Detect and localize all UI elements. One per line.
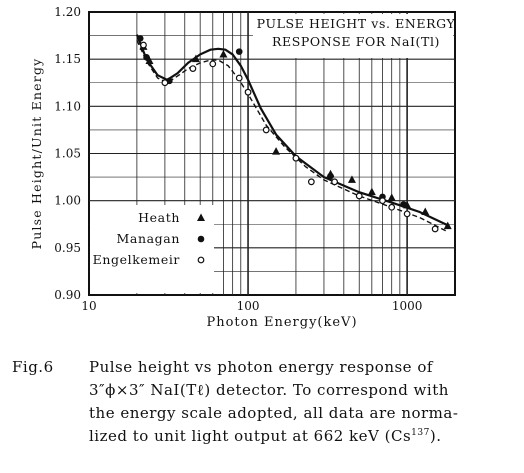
caption-text-4: lized to unit light output at 662 keV (C… [89, 427, 412, 445]
x-axis-label: Photon Energy(keV) [206, 315, 357, 330]
data-point [403, 210, 411, 218]
data-point [307, 178, 315, 186]
legend: Heath Managan Engelkemeir [90, 205, 214, 293]
chart-title-line: RESPONSE FOR NaI(Tl) [272, 34, 440, 49]
chart-title-line: PULSE HEIGHT vs. ENERGY [257, 16, 456, 31]
data-point [327, 172, 334, 180]
data-point [140, 41, 147, 49]
chart-title: PULSE HEIGHT vs. ENERGY RESPONSE FOR NaI(… [253, 14, 455, 58]
legend-marker [197, 213, 205, 221]
figure-caption: Fig.6 Pulse height vs photon energy respo… [12, 356, 517, 448]
data-point [431, 225, 439, 233]
data-point [355, 192, 363, 200]
data-point [387, 193, 396, 201]
data-point [235, 48, 243, 55]
data-point [272, 147, 281, 155]
data-point [331, 178, 338, 186]
data-point [400, 201, 407, 208]
data-point [262, 126, 270, 134]
data-point [244, 88, 252, 96]
data-point [379, 197, 386, 205]
series-engelkemeir [140, 41, 439, 233]
caption-line-4: lized to unit light output at 662 keV (C… [12, 425, 517, 448]
data-point [189, 65, 197, 72]
caption-text-4-end: ). [429, 427, 442, 445]
solid-fit-curve [135, 34, 449, 227]
legend-background [90, 205, 214, 293]
chart: 0.90 0.95 1.00 1.05 1.10 1.15 1.20 10 100 1000 Pho… [29, 5, 456, 330]
data-point [136, 35, 144, 42]
series-managan [136, 35, 407, 208]
data-point [443, 221, 452, 230]
data-point [347, 175, 356, 183]
legend-label: Managan [117, 231, 180, 246]
caption-superscript: 137 [411, 428, 430, 438]
data-point [191, 54, 200, 63]
data-point [421, 207, 430, 215]
x-tick-label: 1000 [392, 299, 423, 313]
caption-line-3: the energy scale adopted, all data are n… [89, 404, 459, 422]
x-tick-label: 100 [237, 299, 260, 313]
x-tick-label: 10 [81, 299, 96, 313]
data-point [219, 49, 228, 58]
y-tick-label: 0.95 [54, 241, 81, 255]
data-point [145, 56, 154, 65]
data-point [235, 74, 243, 82]
data-point [161, 79, 169, 87]
legend-marker [197, 235, 205, 243]
caption-line-1: Fig.6 Pulse height vs photon energy respo… [12, 356, 517, 379]
legend-label: Heath [138, 210, 180, 225]
y-tick-label: 1.10 [54, 99, 81, 113]
data-point [143, 53, 150, 61]
data-point [209, 60, 217, 68]
legend-marker [197, 256, 205, 264]
y-tick-label: 1.15 [54, 52, 81, 66]
caption-line-2: 3″ϕ×3″ NaI(Tℓ) detector. To correspond w… [89, 381, 449, 399]
legend-label: Engelkemeir [93, 252, 180, 267]
dashed-fit-curve [136, 40, 449, 233]
caption-text-1: Pulse height vs photon energy response o… [89, 358, 433, 376]
data-point [292, 154, 300, 162]
caption-prefix: Fig.6 [12, 358, 54, 376]
y-tick-label: 1.20 [54, 5, 81, 19]
data-point [388, 203, 396, 211]
data-point [367, 187, 376, 196]
y-tick-label: 1.05 [54, 147, 81, 161]
y-axis-label: Pulse Height/Unit Energy [29, 58, 44, 250]
title-background [253, 14, 453, 58]
y-tick-label: 0.90 [54, 288, 81, 302]
y-tick-label: 1.00 [54, 194, 81, 208]
